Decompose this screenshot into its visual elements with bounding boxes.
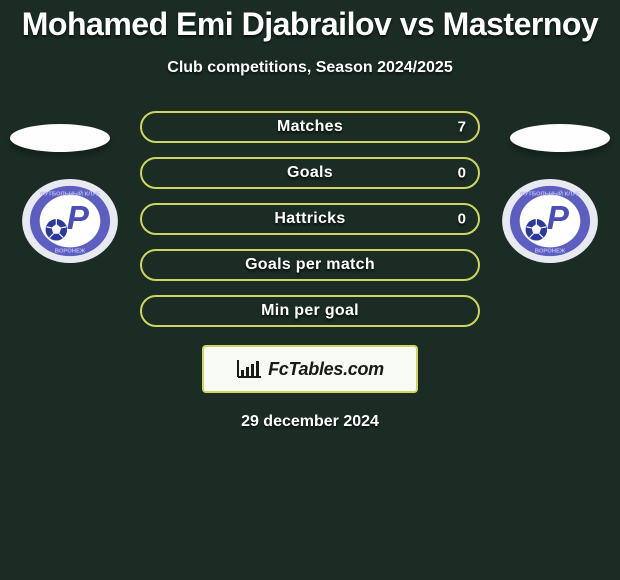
svg-text:ВОРОНЕЖ: ВОРОНЕЖ: [535, 248, 566, 254]
brand-text: FcTables.com: [268, 359, 384, 380]
stat-row-matches: Matches 7: [140, 111, 480, 143]
page-subtitle: Club competitions, Season 2024/2025: [0, 59, 620, 77]
svg-text:ВОРОНЕЖ: ВОРОНЕЖ: [55, 248, 86, 254]
player-halo-right: [510, 124, 610, 152]
svg-text:P: P: [547, 200, 570, 237]
stat-row-goals-per-match: Goals per match: [140, 249, 480, 281]
stat-row-min-per-goal: Min per goal: [140, 295, 480, 327]
stat-right-value: 7: [458, 119, 466, 136]
club-crest-right: ФУТБОЛЬНЫЙ КЛУБ ВОРОНЕЖ P: [501, 178, 599, 264]
stat-row-goals: Goals 0: [140, 157, 480, 189]
stat-right-value: 0: [458, 211, 466, 228]
stat-row-hattricks: Hattricks 0: [140, 203, 480, 235]
brand-badge: FcTables.com: [202, 345, 418, 393]
stat-label: Goals: [287, 164, 333, 182]
player-halo-left: [10, 124, 110, 152]
bar-chart-icon: [236, 359, 262, 379]
stat-label: Goals per match: [245, 256, 375, 274]
svg-text:ФУТБОЛЬНЫЙ КЛУБ: ФУТБОЛЬНЫЙ КЛУБ: [520, 190, 580, 198]
stat-label: Hattricks: [274, 210, 345, 228]
club-crest-left: ФУТБОЛЬНЫЙ КЛУБ ВОРОНЕЖ P: [21, 178, 119, 264]
page-title: Mohamed Emi Djabrailov vs Masternoy: [0, 0, 620, 43]
stat-label: Min per goal: [261, 302, 359, 320]
svg-text:ФУТБОЛЬНЫЙ КЛУБ: ФУТБОЛЬНЫЙ КЛУБ: [40, 190, 100, 198]
svg-text:P: P: [67, 200, 90, 237]
stat-label: Matches: [277, 118, 343, 136]
snapshot-date: 29 december 2024: [0, 413, 620, 431]
stat-right-value: 0: [458, 165, 466, 182]
